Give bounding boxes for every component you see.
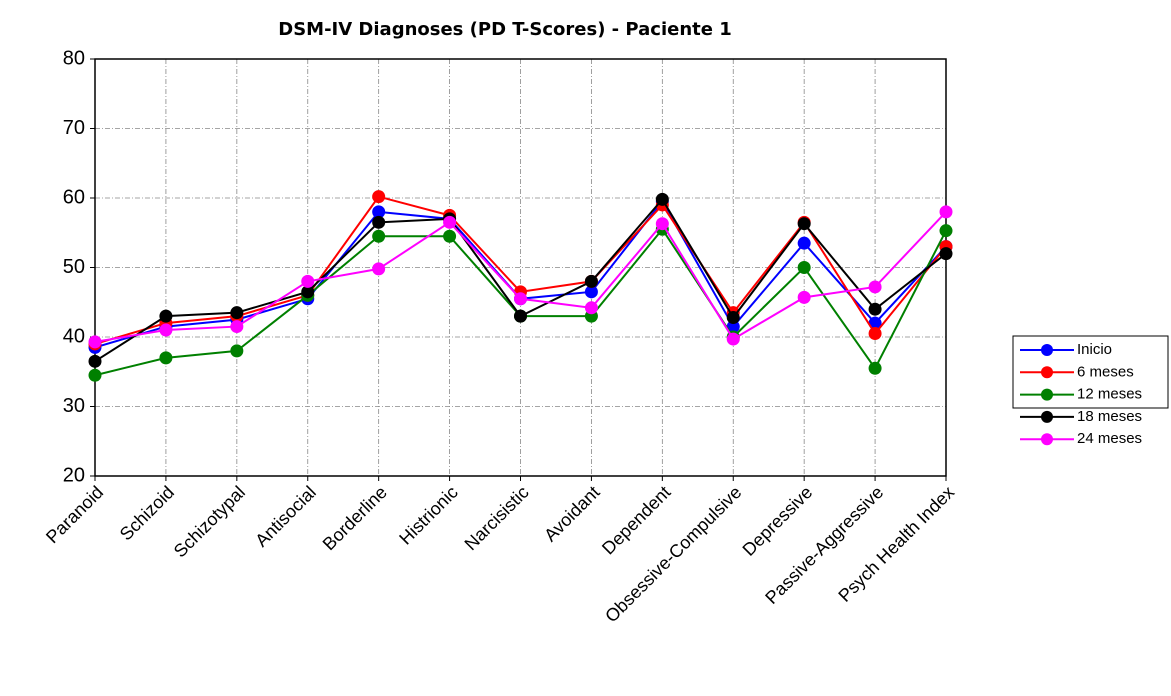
point bbox=[372, 229, 386, 243]
plot-frame bbox=[94, 58, 947, 477]
y-tick-label: 50 bbox=[63, 256, 85, 278]
point bbox=[372, 190, 386, 204]
x-tick-label: Borderline bbox=[319, 482, 391, 554]
point bbox=[230, 320, 244, 334]
legend-label: 12 meses bbox=[1077, 386, 1142, 403]
point bbox=[726, 311, 740, 325]
point bbox=[868, 316, 882, 330]
x-tick-label: Depressive bbox=[739, 482, 817, 560]
point bbox=[939, 205, 953, 219]
point bbox=[88, 335, 102, 349]
point bbox=[726, 332, 740, 346]
x-tick-label: Dependent bbox=[598, 482, 674, 558]
legend-marker bbox=[1041, 344, 1053, 356]
point bbox=[88, 354, 102, 368]
point bbox=[443, 215, 457, 229]
point bbox=[372, 262, 386, 276]
point bbox=[726, 320, 740, 334]
point bbox=[797, 261, 811, 274]
point bbox=[372, 215, 386, 229]
point bbox=[797, 217, 811, 231]
y-tick-label: 40 bbox=[63, 325, 85, 347]
point bbox=[514, 309, 527, 323]
point bbox=[655, 217, 669, 231]
y-tick-label: 30 bbox=[63, 395, 85, 417]
point bbox=[584, 274, 598, 288]
y-tick-label: 70 bbox=[63, 117, 85, 139]
legend-label: 18 meses bbox=[1077, 408, 1142, 425]
point bbox=[159, 309, 173, 323]
point bbox=[868, 302, 882, 316]
point bbox=[159, 351, 173, 365]
point bbox=[230, 306, 244, 320]
point bbox=[868, 327, 882, 341]
x-tick-label: Paranoid bbox=[42, 482, 107, 547]
y-tick-label: 80 bbox=[63, 47, 85, 69]
legend-marker bbox=[1041, 433, 1053, 446]
point bbox=[939, 224, 953, 238]
point bbox=[443, 229, 457, 243]
point bbox=[159, 323, 173, 337]
legend-marker bbox=[1041, 388, 1053, 401]
legend-marker bbox=[1041, 410, 1053, 423]
y-tick-label: 20 bbox=[63, 464, 85, 486]
point bbox=[939, 247, 953, 261]
point bbox=[655, 192, 669, 206]
x-tick-label: Avoidant bbox=[540, 482, 603, 545]
x-tick-label: Schizoid bbox=[116, 482, 178, 544]
legend-label: 6 meses bbox=[1077, 363, 1134, 380]
point bbox=[797, 290, 811, 304]
point bbox=[372, 205, 386, 219]
point bbox=[868, 361, 882, 375]
x-tick-label: Schizotypal bbox=[170, 482, 249, 561]
point bbox=[797, 236, 811, 250]
point bbox=[584, 301, 598, 315]
x-tick-label: Histrionic bbox=[395, 482, 461, 548]
point bbox=[584, 285, 598, 299]
x-tick-label: Narcisistic bbox=[461, 482, 533, 554]
point bbox=[88, 368, 102, 382]
point bbox=[230, 344, 244, 358]
legend-label: Inicio bbox=[1077, 341, 1112, 358]
y-tick-label: 60 bbox=[63, 186, 85, 208]
x-tick-label: Psych Health Index bbox=[834, 482, 958, 606]
point bbox=[514, 292, 527, 306]
legend-marker bbox=[1041, 366, 1053, 379]
x-tick-label: Passive-Aggressive bbox=[761, 482, 887, 608]
x-tick-label: Antisocial bbox=[251, 482, 320, 551]
point bbox=[301, 274, 315, 288]
point bbox=[868, 280, 882, 294]
x-tick-label: Obsessive-Compulsive bbox=[601, 482, 745, 626]
point bbox=[301, 285, 315, 299]
legend-label: 24 meses bbox=[1077, 430, 1142, 447]
chart-title: DSM-IV Diagnoses (PD T-Scores) - Pacient… bbox=[278, 19, 732, 40]
